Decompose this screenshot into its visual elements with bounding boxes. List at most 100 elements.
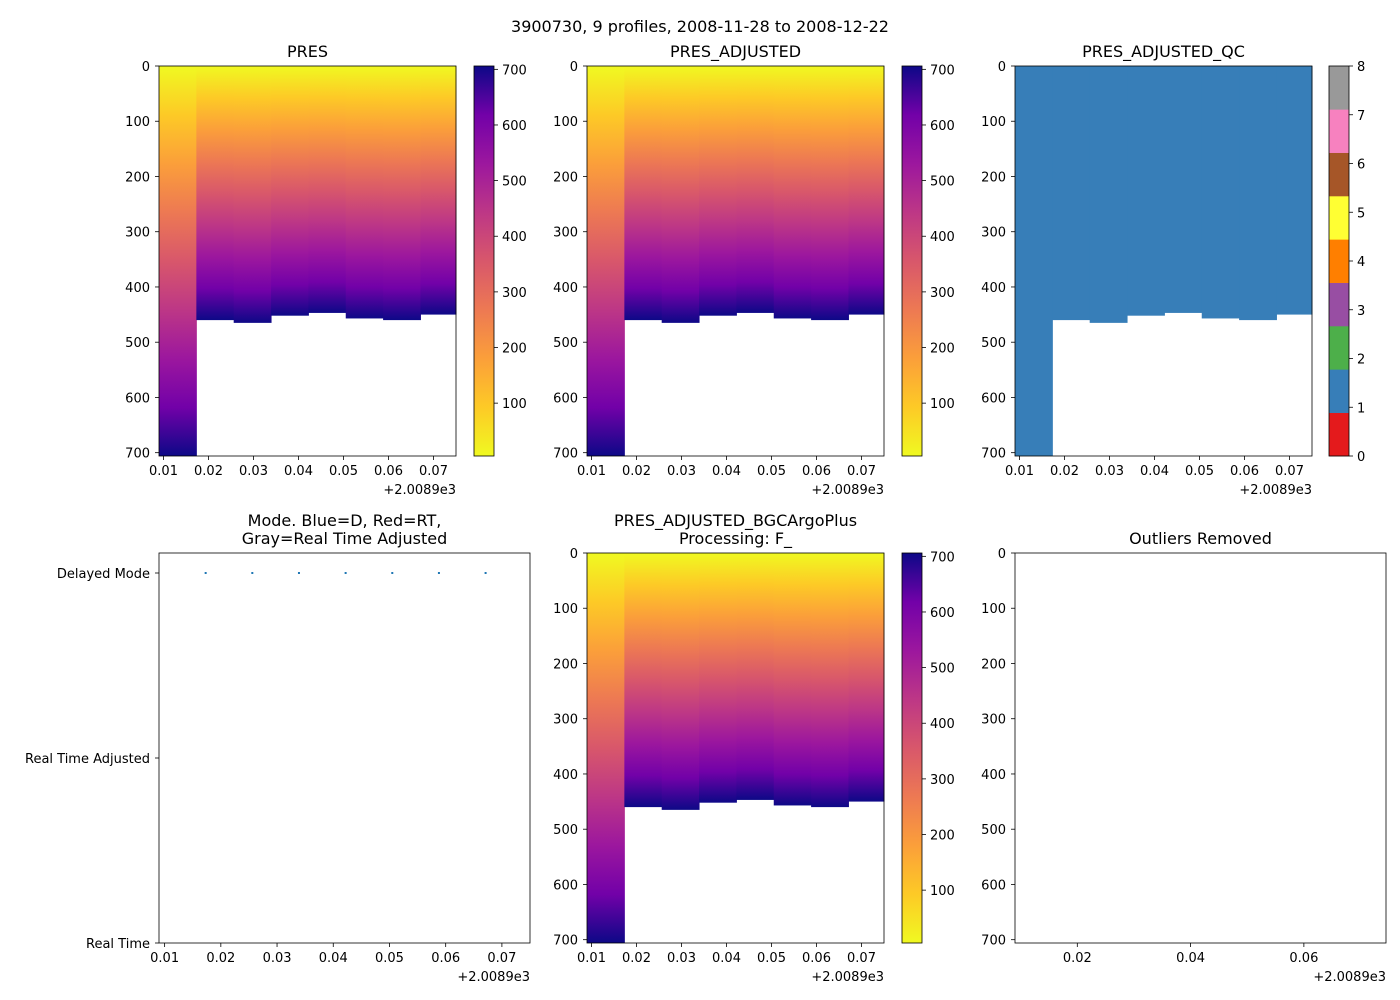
profile-column — [420, 66, 457, 315]
y-tick-label: 0 — [998, 60, 1006, 75]
profile-column — [1127, 66, 1165, 316]
panel-pres-adjusted: 0.01 0.02 0.03 0.04 0.05 0.06 0.07 +2.0089e3 0 10… — [553, 42, 955, 498]
x-tick-label: 0.05 — [375, 951, 404, 966]
x-tick-label: 0.03 — [1095, 464, 1124, 479]
panel-mode: 0.01 0.02 0.03 0.04 0.05 0.06 0.07 +2.0089e3 Rea… — [25, 511, 531, 985]
profile-column — [699, 66, 737, 316]
y-tick-label: 200 — [553, 170, 578, 185]
profile-column — [1052, 66, 1091, 321]
x-tick-label: 0.02 — [194, 464, 223, 479]
mode-point — [437, 572, 440, 574]
x-tick-label: 0.07 — [487, 951, 516, 966]
profile-column — [773, 66, 812, 319]
profile-column — [736, 66, 775, 313]
mode-point — [391, 572, 394, 574]
x-offset-label: +2.0089e3 — [383, 483, 456, 498]
x-tick-label: 0.06 — [802, 951, 831, 966]
y-tick-label: 300 — [553, 713, 578, 728]
colorbar-tick-label: 300 — [502, 286, 527, 301]
x-tick-label: 0.04 — [1140, 464, 1169, 479]
profile-column — [661, 553, 700, 810]
y-tick-label: 400 — [125, 281, 150, 296]
profile-column — [233, 66, 272, 323]
colorbar-segment — [1329, 152, 1349, 197]
colorbar-tick-label: 100 — [930, 397, 955, 412]
colorbar-tick-label: 400 — [502, 230, 527, 245]
y-tick-label: 100 — [125, 115, 150, 130]
profile-column — [587, 66, 625, 456]
x-tick-label: 0.06 — [1230, 464, 1259, 479]
profile-column — [848, 66, 885, 315]
y-category-label: Real Time Adjusted — [25, 752, 150, 767]
y-tick-label: 600 — [125, 391, 150, 406]
x-tick-label: 0.05 — [1185, 464, 1214, 479]
figure-suptitle: 3900730, 9 profiles, 2008-11-28 to 2008-… — [511, 17, 889, 36]
colorbar-tick-label: 700 — [930, 63, 955, 78]
colorbar-tick-label: 500 — [930, 662, 955, 677]
profile-column — [345, 66, 384, 319]
y-tick-label: 400 — [981, 768, 1006, 783]
profile-column — [1164, 66, 1203, 313]
y-tick-label: 100 — [553, 115, 578, 130]
colorbar-tick-label: 7 — [1357, 109, 1365, 124]
colorbar — [473, 65, 495, 457]
y-tick-label: 0 — [570, 547, 578, 562]
profile-column — [196, 66, 235, 321]
profile-column — [773, 553, 812, 806]
colorbar-tick-label: 6 — [1357, 158, 1365, 173]
colorbar-tick-label: 400 — [930, 230, 955, 245]
y-tick-label: 600 — [553, 391, 578, 406]
colorbar-segment — [1329, 412, 1349, 457]
x-offset-label: +2.0089e3 — [811, 483, 884, 498]
x-tick-label: 0.05 — [757, 464, 786, 479]
x-tick-label: 0.02 — [1050, 464, 1079, 479]
axes-background — [1015, 553, 1386, 943]
y-tick-label: 500 — [553, 823, 578, 838]
y-category-label: Real Time — [86, 937, 150, 952]
x-tick-label: 0.03 — [667, 951, 696, 966]
colorbar-tick-label: 1 — [1357, 401, 1365, 416]
x-tick-label: 0.01 — [577, 951, 606, 966]
x-tick-label: 0.07 — [1275, 464, 1304, 479]
x-tick-label: 0.07 — [847, 464, 876, 479]
x-tick-label: 0.01 — [577, 464, 606, 479]
y-tick-label: 500 — [125, 336, 150, 351]
panel-title: PRES_ADJUSTED_QC — [1082, 42, 1245, 62]
x-offset-label: +2.0089e3 — [1313, 970, 1386, 985]
profile-column — [1089, 66, 1128, 323]
colorbar-tick-label: 300 — [930, 286, 955, 301]
mode-point — [344, 572, 347, 574]
y-tick-label: 300 — [125, 226, 150, 241]
colorbar-tick-label: 0 — [1357, 450, 1365, 465]
colorbar-segment — [1329, 239, 1349, 283]
colorbar-tick-label: 4 — [1357, 255, 1365, 270]
profile-column — [308, 66, 347, 313]
panel-pres-adjusted-qc: 0.01 0.02 0.03 0.04 0.05 0.06 0.07 +2.0089e3 0 1 0… — [981, 42, 1365, 498]
y-tick-label: 700 — [553, 934, 578, 949]
profile-column — [1276, 66, 1313, 315]
y-tick-label: 0 — [998, 547, 1006, 562]
x-tick-label: 0.05 — [329, 464, 358, 479]
profile-column — [1015, 66, 1053, 456]
colorbar-tick-label: 600 — [930, 119, 955, 134]
mode-point — [204, 572, 207, 574]
y-tick-label: 600 — [553, 878, 578, 893]
colorbar-tick-label: 200 — [930, 342, 955, 357]
x-offset-label: +2.0089e3 — [1239, 483, 1312, 498]
colorbar-segment — [1329, 282, 1349, 327]
y-tick-label: 0 — [142, 60, 150, 75]
y-tick-label: 200 — [125, 170, 150, 185]
colorbar-segment — [1329, 196, 1349, 240]
panel-title-line2: Processing: F_ — [679, 529, 793, 549]
y-tick-label: 0 — [570, 60, 578, 75]
y-tick-label: 300 — [553, 226, 578, 241]
x-offset-label: +2.0089e3 — [457, 970, 530, 985]
axes-frame — [158, 552, 531, 944]
y-tick-label: 700 — [125, 447, 150, 462]
x-tick-label: 0.04 — [712, 951, 741, 966]
panel-title: Outliers Removed — [1129, 529, 1272, 548]
x-tick-label: 0.01 — [149, 464, 178, 479]
profile-column — [848, 553, 885, 802]
panel-title: PRES_ADJUSTED — [670, 42, 801, 62]
x-tick-label: 0.01 — [1005, 464, 1034, 479]
